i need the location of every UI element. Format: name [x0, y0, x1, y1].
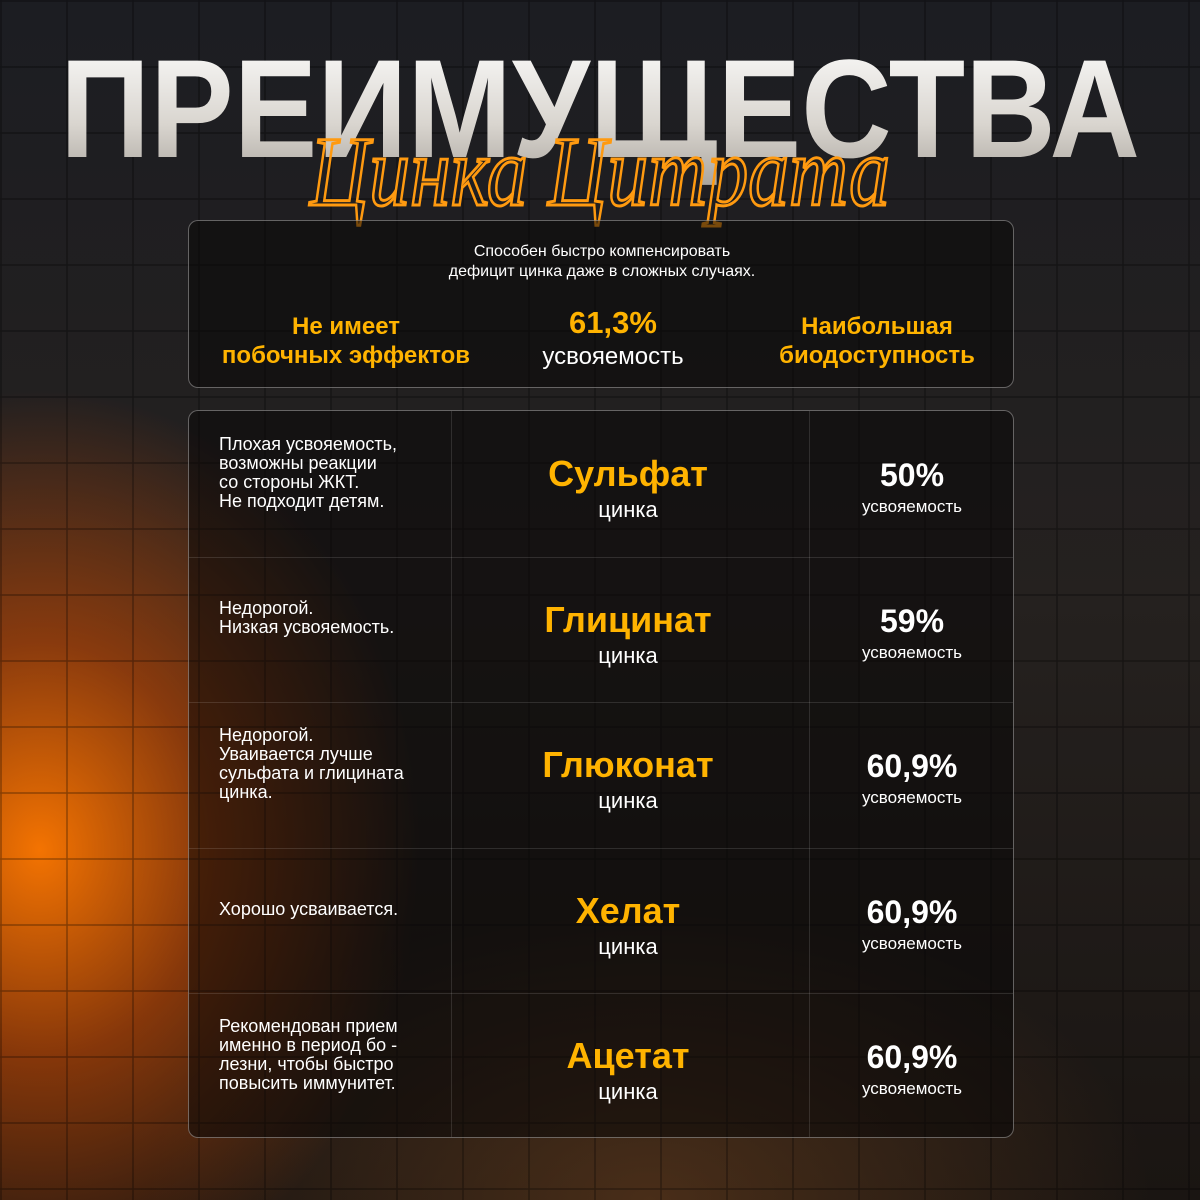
row-description: именно в период бо - [219, 1035, 398, 1056]
row-description: Недорогой. [219, 598, 314, 619]
subtitle: Цинка Цитрата [308, 116, 890, 227]
row-sub: цинка [598, 497, 658, 522]
row-unit: усвояемость [861, 1079, 963, 1099]
row-description: повысить иммунитет. [219, 1073, 396, 1094]
row-description: Низкая усвояемость. [219, 617, 395, 638]
feature-label: усвояемость [542, 343, 684, 370]
comparison-table: Плохая усвояемость, возможны реакции со ст… [188, 410, 1014, 1138]
column-divider [451, 411, 452, 1137]
row-description: Не подходит детям. [219, 490, 385, 511]
feature-text: биодоступность [779, 342, 975, 369]
summary-description: дефицит цинка даже в сложных случаях. [448, 263, 756, 280]
row-divider [189, 993, 1013, 995]
column-divider [809, 411, 810, 1137]
feature-text: побочных эффектов [221, 342, 471, 369]
row-value: 60,9% [866, 1039, 958, 1076]
row-unit: усвояемость [861, 788, 963, 808]
row-value: 50% [879, 457, 945, 493]
row-description: лезни, чтобы быстро [219, 1054, 394, 1075]
row-name: Ацетат [566, 1035, 690, 1077]
feature-value: 61,3% [569, 305, 657, 340]
row-unit: усвояемость [861, 642, 963, 662]
header: ПРЕИМУЩЕСТВА Цинка Цитрата [60, 30, 1140, 229]
row-name: Хелат [575, 889, 681, 931]
row-description: Хорошо усваивается. [219, 899, 399, 920]
feature-text: Не имеет [292, 313, 400, 340]
row-description: сульфата и глицината [219, 763, 404, 783]
row-value: 59% [879, 602, 945, 639]
row-sub: цинка [598, 933, 658, 959]
row-divider [189, 702, 1013, 704]
row-sub: цинка [598, 788, 658, 814]
row-description: цинка. [219, 782, 273, 802]
feature-text: Наибольшая [801, 313, 953, 340]
row-description: Уваивается лучше [219, 744, 373, 764]
row-value: 60,9% [866, 748, 958, 785]
row-unit: усвояемость [861, 933, 963, 953]
row-name: Глюконат [542, 744, 714, 786]
row-name: Глицинат [544, 598, 712, 640]
row-description: Недорогой. [219, 725, 314, 745]
row-name: Сульфат [548, 453, 708, 494]
row-divider [189, 556, 1013, 558]
row-sub: цинка [598, 642, 658, 668]
row-value: 60,9% [866, 893, 958, 930]
row-divider [189, 847, 1013, 849]
row-sub: цинка [598, 1079, 658, 1105]
row-description: Плохая усвояемость, [219, 433, 397, 454]
row-description: Рекомендован прием [219, 1016, 398, 1037]
title: ПРЕИМУЩЕСТВА [60, 30, 1140, 187]
summary-card: Способен быстро компенсировать дефицит ци… [188, 220, 1014, 388]
row-description: со стороны ЖКТ. [219, 471, 360, 492]
row-description: возможны реакции [219, 452, 377, 473]
row-unit: усвояемость [861, 497, 963, 516]
summary-description: Способен быстро компенсировать [473, 243, 731, 260]
